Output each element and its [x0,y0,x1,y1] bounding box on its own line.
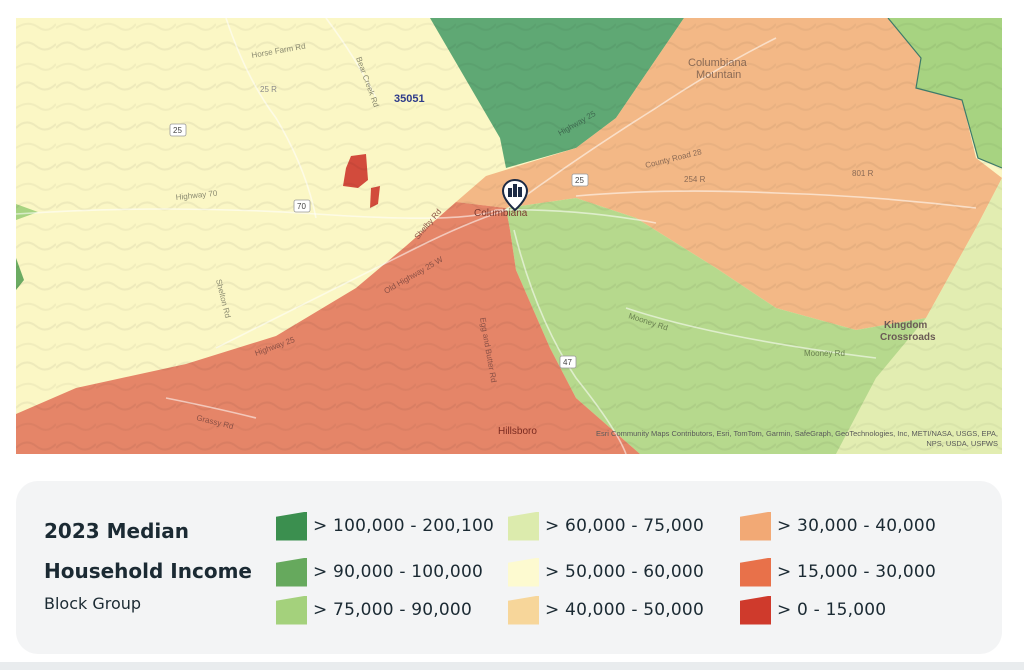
income-map[interactable]: 35051 Columbiana Mountain Columbiana Hil… [16,18,1002,454]
legend-title-line1: 2023 Median [44,519,189,543]
hillsboro-label: Hillsboro [498,426,537,437]
route-label-801r: 801 R [852,169,874,178]
legend-swatch [508,511,539,541]
legend-subtitle: Block Group [44,594,142,613]
legend-label: > 90,000 - 100,000 [313,562,483,582]
legend-label: > 50,000 - 60,000 [545,562,704,582]
route-shield-25a: 25 [169,123,187,137]
kingdom-label-2: Crossroads [880,332,936,343]
route-label-254r: 254 R [684,175,706,184]
legend-item: > 75,000 - 90,000 [276,595,472,625]
page-footer-strip [0,662,1024,670]
legend-swatch [276,557,307,587]
route-label-25r: 25 R [260,85,277,94]
svg-text:70: 70 [297,202,306,211]
legend-item: > 100,000 - 200,100 [276,511,494,541]
legend-swatch [740,511,771,541]
svg-text:25: 25 [575,176,584,185]
legend-item: > 15,000 - 30,000 [740,557,936,587]
legend-label: > 100,000 - 200,100 [313,516,494,536]
route-shield-70: 70 [293,199,311,213]
svg-text:25: 25 [173,126,182,135]
legend-swatch [276,595,307,625]
legend-item: > 0 - 15,000 [740,595,886,625]
legend-label: > 0 - 15,000 [777,600,887,620]
route-shield-47: 47 [559,355,577,369]
legend-title-line2: Household Income [44,559,252,583]
route-shield-25b: 25 [571,173,589,187]
legend-swatch [740,557,771,587]
legend-item: > 30,000 - 40,000 [740,511,936,541]
town-label: Columbiana [474,208,528,219]
road-label-highway70: Highway 70 [175,189,218,202]
legend-label: > 75,000 - 90,000 [313,600,472,620]
legend-item: > 50,000 - 60,000 [508,557,704,587]
legend-swatch [508,595,539,625]
zip-label: 35051 [394,93,425,105]
legend-item: > 90,000 - 100,000 [276,557,483,587]
legend-swatch [276,511,307,541]
legend-label: > 40,000 - 50,000 [545,600,704,620]
legend-item: > 40,000 - 50,000 [508,595,704,625]
mountain-label-2: Mountain [696,69,741,81]
legend-label: > 30,000 - 40,000 [777,516,936,536]
legend-label: > 60,000 - 75,000 [545,516,704,536]
map-pin-buildings-icon[interactable] [501,178,529,212]
legend-panel: 2023 Median Household Income Block Group… [16,481,1002,654]
map-attribution-line1: Esri Community Maps Contributors, Esri, … [596,429,998,438]
legend-label: > 15,000 - 30,000 [777,562,936,582]
legend-swatch [740,595,771,625]
map-attribution-line2: NPS, USDA, USFWS [926,439,998,448]
legend-item: > 60,000 - 75,000 [508,511,704,541]
kingdom-label-1: Kingdom [884,320,927,331]
svg-text:47: 47 [563,358,572,367]
road-label-mooney-2: Mooney Rd [804,349,845,358]
mountain-label-1: Columbiana [688,57,748,69]
legend-swatch [508,557,539,587]
